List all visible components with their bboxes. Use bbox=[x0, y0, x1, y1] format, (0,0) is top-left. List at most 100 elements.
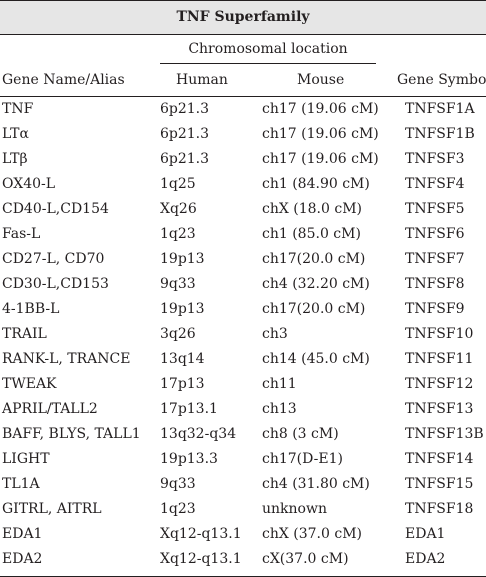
mouse-location-cell: ch11 bbox=[262, 376, 297, 392]
header-rule bbox=[0, 96, 486, 97]
table-row: LIGHT 19p13.3 ch17(D-E1) TNFSF14 bbox=[0, 447, 486, 472]
table-row: EDA2 Xq12-q13.1 cX(37.0 cM) EDA2 bbox=[0, 547, 486, 572]
gene-symbol-cell: TNFSF6 bbox=[405, 226, 465, 242]
gene-symbol-cell: EDA1 bbox=[405, 526, 446, 542]
gene-name-cell: TRAIL bbox=[2, 326, 47, 342]
mouse-location-cell: ch14 (45.0 cM) bbox=[262, 351, 370, 367]
mouse-location-cell: ch17 (19.06 cM) bbox=[262, 151, 379, 167]
mouse-location-cell: ch1 (84.90 cM) bbox=[262, 176, 370, 192]
human-location-cell: 3q26 bbox=[160, 326, 196, 342]
human-header: Human bbox=[176, 72, 228, 88]
gene-symbol-cell: TNFSF13B bbox=[405, 426, 484, 442]
table-row: OX40-L 1q25 ch1 (84.90 cM) TNFSF4 bbox=[0, 172, 486, 197]
table-title: TNF Superfamily bbox=[0, 0, 486, 35]
mouse-location-cell: ch13 bbox=[262, 401, 297, 417]
table-row: EDA1 Xq12-q13.1 chX (37.0 cM) EDA1 bbox=[0, 522, 486, 547]
gene-name-cell: TWEAK bbox=[2, 376, 57, 392]
gene-name-header: Gene Name/Alias bbox=[2, 72, 125, 88]
gene-symbol-cell: TNFSF1B bbox=[405, 126, 475, 142]
gene-symbol-cell: TNFSF12 bbox=[405, 376, 474, 392]
table-row: Fas-L 1q23 ch1 (85.0 cM) TNFSF6 bbox=[0, 222, 486, 247]
mouse-location-cell: ch17(20.0 cM) bbox=[262, 251, 366, 267]
gene-name-cell: BAFF, BLYS, TALL1 bbox=[2, 426, 141, 442]
gene-symbol-cell: TNFSF9 bbox=[405, 301, 465, 317]
gene-symbol-cell: TNFSF10 bbox=[405, 326, 474, 342]
mouse-location-cell: ch4 (32.20 cM) bbox=[262, 276, 370, 292]
mouse-location-cell: ch3 bbox=[262, 326, 288, 342]
table-row: TL1A 9q33 ch4 (31.80 cM) TNFSF15 bbox=[0, 472, 486, 497]
human-location-cell: Xq12-q13.1 bbox=[160, 526, 242, 542]
gene-symbol-cell: TNFSF11 bbox=[405, 351, 474, 367]
table-row: 4-1BB-L 19p13 ch17(20.0 cM) TNFSF9 bbox=[0, 297, 486, 322]
gene-symbol-cell: TNFSF7 bbox=[405, 251, 465, 267]
table-body: TNF 6p21.3 ch17 (19.06 cM) TNFSF1A LTα 6p21.3… bbox=[0, 97, 486, 572]
human-location-cell: 13q14 bbox=[160, 351, 205, 367]
human-location-cell: Xq26 bbox=[160, 201, 197, 217]
human-location-cell: 17p13.1 bbox=[160, 401, 218, 417]
chromosomal-location-rule bbox=[160, 63, 376, 64]
table-row: CD30-L,CD153 9q33 ch4 (32.20 cM) TNFSF8 bbox=[0, 272, 486, 297]
human-location-cell: 1q23 bbox=[160, 501, 196, 517]
human-location-cell: 1q25 bbox=[160, 176, 196, 192]
table-row: LTα 6p21.3 ch17 (19.06 cM) TNFSF1B bbox=[0, 122, 486, 147]
human-location-cell: 19p13 bbox=[160, 301, 205, 317]
gene-name-cell: TL1A bbox=[2, 476, 40, 492]
mouse-location-cell: cX(37.0 cM) bbox=[262, 551, 349, 567]
mouse-header: Mouse bbox=[297, 72, 345, 88]
gene-name-cell: OX40-L bbox=[2, 176, 56, 192]
mouse-location-cell: chX (18.0 cM) bbox=[262, 201, 362, 217]
human-location-cell: 19p13.3 bbox=[160, 451, 218, 467]
gene-symbol-cell: TNFSF5 bbox=[405, 201, 465, 217]
gene-name-cell: 4-1BB-L bbox=[2, 301, 60, 317]
mouse-location-cell: ch1 (85.0 cM) bbox=[262, 226, 361, 242]
mouse-location-cell: ch17 (19.06 cM) bbox=[262, 126, 379, 142]
gene-symbol-cell: TNFSF18 bbox=[405, 501, 474, 517]
gene-symbol-cell: TNFSF14 bbox=[405, 451, 474, 467]
human-location-cell: 9q33 bbox=[160, 276, 196, 292]
gene-name-cell: LIGHT bbox=[2, 451, 50, 467]
mouse-location-cell: ch8 (3 cM) bbox=[262, 426, 339, 442]
table-row: CD27-L, CD70 19p13 ch17(20.0 cM) TNFSF7 bbox=[0, 247, 486, 272]
human-location-cell: 9q33 bbox=[160, 476, 196, 492]
human-location-cell: 6p21.3 bbox=[160, 101, 210, 117]
mouse-location-cell: ch17(D-E1) bbox=[262, 451, 343, 467]
gene-symbol-cell: EDA2 bbox=[405, 551, 446, 567]
gene-symbol-cell: TNFSF13 bbox=[405, 401, 474, 417]
gene-name-cell: Fas-L bbox=[2, 226, 41, 242]
mouse-location-cell: ch17 (19.06 cM) bbox=[262, 101, 379, 117]
gene-name-cell: LTα bbox=[2, 126, 29, 142]
human-location-cell: 17p13 bbox=[160, 376, 205, 392]
human-location-cell: Xq12-q13.1 bbox=[160, 551, 242, 567]
human-location-cell: 19p13 bbox=[160, 251, 205, 267]
human-location-cell: 13q32-q34 bbox=[160, 426, 237, 442]
gene-symbol-cell: TNFSF15 bbox=[405, 476, 474, 492]
mouse-location-cell: chX (37.0 cM) bbox=[262, 526, 362, 542]
table-row: CD40-L,CD154 Xq26 chX (18.0 cM) TNFSF5 bbox=[0, 197, 486, 222]
table-row: TRAIL 3q26 ch3 TNFSF10 bbox=[0, 322, 486, 347]
table-row: LTβ 6p21.3 ch17 (19.06 cM) TNFSF3 bbox=[0, 147, 486, 172]
table-row: BAFF, BLYS, TALL1 13q32-q34 ch8 (3 cM) TNFS… bbox=[0, 422, 486, 447]
chromosomal-location-header: Chromosomal location bbox=[188, 41, 348, 57]
gene-symbol-cell: TNFSF1A bbox=[405, 101, 475, 117]
mouse-location-cell: ch17(20.0 cM) bbox=[262, 301, 366, 317]
gene-name-cell: CD27-L, CD70 bbox=[2, 251, 105, 267]
gene-symbol-header: Gene Symbol bbox=[397, 72, 486, 88]
table-row: GITRL, AITRL 1q23 unknown TNFSF18 bbox=[0, 497, 486, 522]
gene-name-cell: CD30-L,CD153 bbox=[2, 276, 109, 292]
gene-symbol-cell: TNFSF8 bbox=[405, 276, 465, 292]
gene-name-cell: RANK-L, TRANCE bbox=[2, 351, 131, 367]
human-location-cell: 6p21.3 bbox=[160, 126, 210, 142]
gene-symbol-cell: TNFSF3 bbox=[405, 151, 465, 167]
gene-name-cell: CD40-L,CD154 bbox=[2, 201, 109, 217]
gene-name-cell: EDA2 bbox=[2, 551, 43, 567]
gene-name-cell: GITRL, AITRL bbox=[2, 501, 102, 517]
human-location-cell: 6p21.3 bbox=[160, 151, 210, 167]
mouse-location-cell: unknown bbox=[262, 501, 327, 517]
table-row: TWEAK 17p13 ch11 TNFSF12 bbox=[0, 372, 486, 397]
gene-name-cell: LTβ bbox=[2, 151, 28, 167]
table-row: RANK-L, TRANCE 13q14 ch14 (45.0 cM) TNFSF11 bbox=[0, 347, 486, 372]
mouse-location-cell: ch4 (31.80 cM) bbox=[262, 476, 370, 492]
gene-symbol-cell: TNFSF4 bbox=[405, 176, 465, 192]
human-location-cell: 1q23 bbox=[160, 226, 196, 242]
